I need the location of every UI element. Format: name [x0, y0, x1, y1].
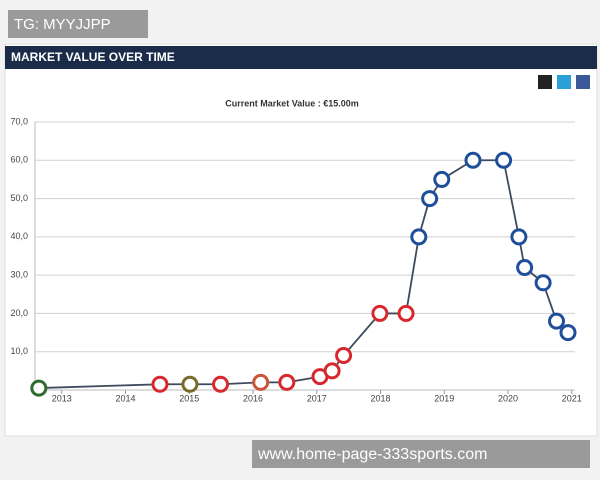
y-tick-label: 30,0	[10, 270, 28, 280]
y-tick-label: 60,0	[10, 155, 28, 165]
x-tick-label: 2015	[179, 393, 199, 403]
marker	[495, 151, 513, 169]
x-tick-label: 2014	[116, 393, 136, 403]
marker	[516, 258, 534, 276]
watermark: TG: MYYJJPP	[14, 16, 111, 33]
chart-title: MARKET VALUE OVER TIME	[11, 50, 175, 64]
email-icon[interactable]	[538, 75, 552, 89]
marker	[323, 362, 341, 380]
x-tick-label: 2019	[434, 393, 454, 403]
marker	[371, 304, 389, 322]
marker	[151, 375, 169, 393]
y-tick-label: 40,0	[10, 231, 28, 241]
watermark-box	[8, 10, 148, 38]
plot: 10,0 20,0 30,0 40,0 50,0 60,0 70,0 2013 2014 2015…	[10, 116, 581, 403]
marker	[464, 151, 482, 169]
x-tick-label: 2016	[243, 393, 263, 403]
header-bar	[5, 46, 597, 69]
marker	[548, 312, 566, 330]
marker	[212, 375, 230, 393]
marker	[252, 373, 270, 391]
marker	[410, 228, 428, 246]
marker	[278, 373, 296, 391]
chart-subtitle: Current Market Value : €15.00m	[225, 98, 359, 108]
watermark-box	[252, 440, 590, 468]
marker	[30, 379, 48, 397]
marker	[510, 228, 528, 246]
panel	[4, 43, 598, 437]
x-tick-label: 2021	[562, 393, 582, 403]
watermark: www.home-page-333sports.com	[257, 446, 487, 463]
marker	[335, 347, 353, 365]
facebook-icon[interactable]	[576, 75, 590, 89]
marker	[559, 324, 577, 342]
x-tick-label: 2017	[307, 393, 327, 403]
y-tick-label: 50,0	[10, 193, 28, 203]
marker	[421, 190, 439, 208]
x-tick-label: 2020	[498, 393, 518, 403]
x-tick-label: 2013	[52, 393, 72, 403]
y-tick-label: 20,0	[10, 308, 28, 318]
y-tick-label: 70,0	[10, 116, 28, 126]
marker	[181, 375, 199, 393]
x-tick-label: 2018	[371, 393, 391, 403]
marker	[433, 170, 451, 188]
y-tick-label: 10,0	[10, 346, 28, 356]
twitter-icon[interactable]	[557, 75, 571, 89]
marker	[534, 274, 552, 292]
marker	[397, 304, 415, 322]
